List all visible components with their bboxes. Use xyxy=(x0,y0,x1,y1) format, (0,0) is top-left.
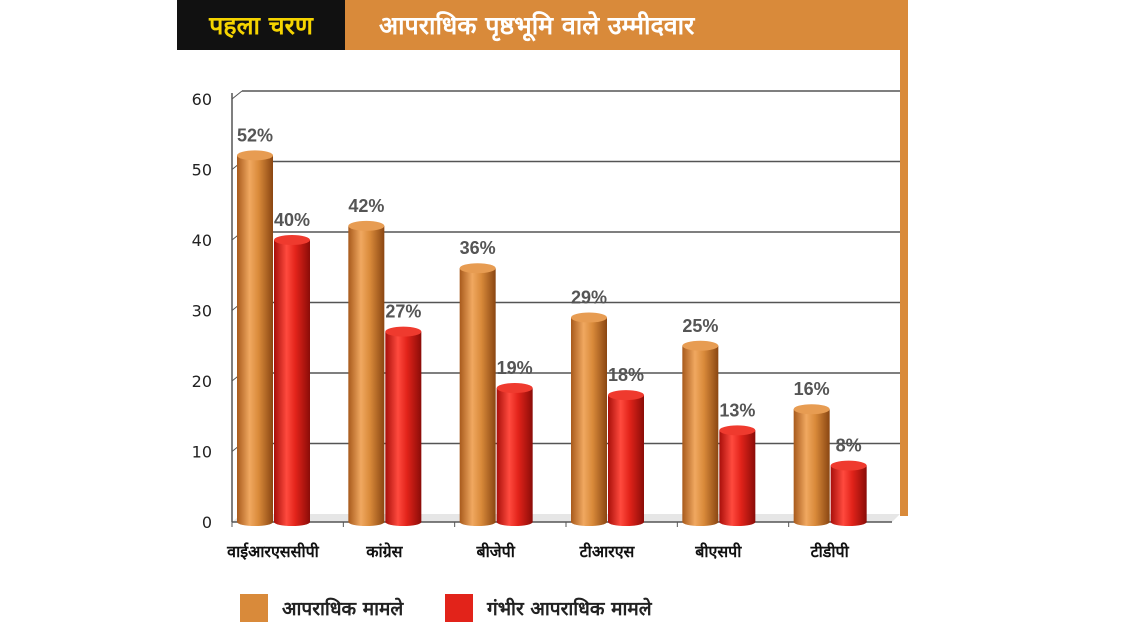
x-tick-label: वाईआरएससीपी xyxy=(226,542,320,561)
data-label: 36% xyxy=(460,238,496,258)
bar-base xyxy=(719,518,756,526)
data-label: 42% xyxy=(348,196,384,216)
bar xyxy=(274,240,310,522)
data-label: 27% xyxy=(385,302,421,322)
phase-tag: पहला चरण xyxy=(177,0,345,50)
bar xyxy=(385,331,422,522)
x-tick-label: टीडीपी xyxy=(810,542,850,561)
bar-cap xyxy=(348,220,385,231)
bar xyxy=(348,225,385,522)
legend-label: आपराधिक मामले xyxy=(282,598,404,620)
legend-item-criminal: आपराधिक मामले xyxy=(240,590,403,626)
x-tick-label: कांग्रेस xyxy=(365,542,403,561)
gridline-diagonal xyxy=(231,90,243,100)
bar-base xyxy=(571,518,607,526)
legend-swatch-orange xyxy=(240,594,268,622)
y-tick-label: 10 xyxy=(192,443,212,462)
bar-base xyxy=(385,518,422,526)
data-label: 29% xyxy=(571,288,607,308)
data-label: 16% xyxy=(794,379,830,399)
bar-cap xyxy=(459,263,496,274)
bar xyxy=(608,395,644,522)
legend-swatch-red xyxy=(445,594,473,622)
bar xyxy=(719,430,756,522)
y-tick-label: 20 xyxy=(192,372,212,391)
bar xyxy=(830,465,867,522)
chart-header: पहला चरण आपराधिक पृष्ठभूमि वाले उम्मीदवा… xyxy=(177,0,908,50)
x-tick-label: टीआरएस xyxy=(579,542,636,561)
bar-base xyxy=(793,518,830,526)
legend-label: गंभीर आपराधिक मामले xyxy=(487,598,652,620)
bar-base xyxy=(274,518,310,526)
bar xyxy=(793,409,830,522)
y-tick-label: 60 xyxy=(192,90,212,109)
legend-item-serious-criminal: गंभीर आपराधिक मामले xyxy=(445,590,652,626)
bar xyxy=(237,155,273,522)
data-label: 52% xyxy=(237,125,273,145)
bar-base xyxy=(348,518,385,526)
bar-base xyxy=(608,518,644,526)
data-label: 13% xyxy=(719,400,755,420)
bar xyxy=(496,388,533,522)
bar xyxy=(571,317,607,522)
data-label: 8% xyxy=(836,436,862,456)
chart-title: आपराधिक पृष्ठभूमि वाले उम्मीदवार xyxy=(345,0,908,50)
bar-cap xyxy=(385,326,422,337)
y-tick-label: 40 xyxy=(192,231,212,250)
bar-base xyxy=(830,518,867,526)
data-label: 19% xyxy=(497,358,533,378)
bar-cap xyxy=(608,390,644,401)
data-label: 40% xyxy=(274,210,310,230)
bar-cap xyxy=(274,235,310,245)
bar xyxy=(682,345,719,522)
x-tick-label: बीजेपी xyxy=(475,542,515,561)
bar xyxy=(459,268,496,522)
bar-cap xyxy=(719,425,756,436)
data-label: 25% xyxy=(682,316,718,336)
bar-cap xyxy=(682,340,719,351)
y-tick-label: 50 xyxy=(192,161,212,180)
right-accent-bar xyxy=(900,50,908,516)
y-tick-label: 30 xyxy=(192,302,212,321)
bar-base xyxy=(496,518,533,526)
data-label: 18% xyxy=(608,365,644,385)
bar-cap xyxy=(496,383,533,394)
x-tick-label: बीएसपी xyxy=(694,542,742,561)
bar-chart: 0 10 20 30 40 50 60 52% 40% वाईआरएससीपी 42% 27% कांग… xyxy=(192,90,900,561)
bar-base xyxy=(237,518,273,526)
bar-base xyxy=(682,518,719,526)
bar-cap xyxy=(793,404,830,415)
bar-cap xyxy=(237,150,273,161)
bar-cap xyxy=(830,460,867,471)
bar-cap xyxy=(571,312,607,323)
bar-base xyxy=(459,518,496,526)
y-tick-label: 0 xyxy=(202,513,212,532)
